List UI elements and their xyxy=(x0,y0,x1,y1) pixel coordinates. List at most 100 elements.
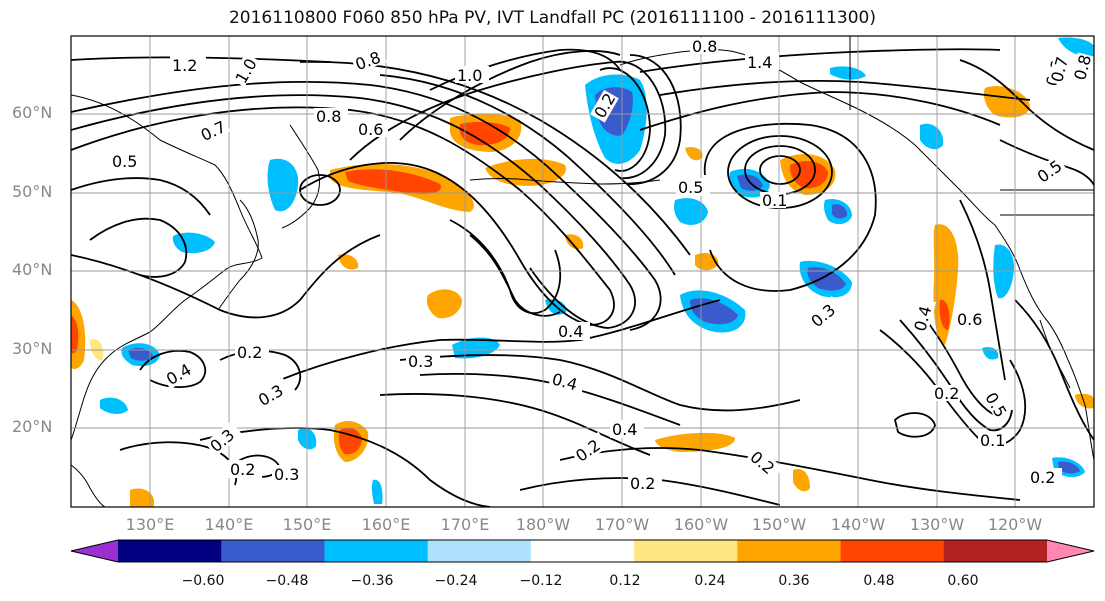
pv-contour-mid-2 xyxy=(279,299,721,381)
lon-label-140w: 140°W xyxy=(830,515,886,534)
pc-blob-positive-7 xyxy=(426,289,462,319)
pv-contour-mid-5 xyxy=(379,393,651,456)
pc-blob-positive-14 xyxy=(793,468,810,492)
contour-label: 0.6 xyxy=(358,120,383,139)
colorbar-segment xyxy=(324,540,429,562)
coastline-alaska xyxy=(619,49,996,226)
pc-blob-positive-1-core xyxy=(459,121,510,146)
colorbar-tick-label: 0.60 xyxy=(947,573,979,589)
coastline-kamchatka xyxy=(281,124,321,229)
map-frame xyxy=(70,35,1095,508)
lon-label-140e: 140°E xyxy=(204,515,254,534)
pv-contours xyxy=(71,48,1094,507)
contour-label: 0.8 xyxy=(692,37,717,56)
contour-label: 0.2 xyxy=(237,343,262,362)
contour-label: 0.1 xyxy=(980,431,1005,450)
pc-blob-positive-8-core xyxy=(338,427,362,455)
pc-shading-negative xyxy=(100,37,1094,504)
pc-blob-positive-15 xyxy=(130,488,154,507)
pv-contour-east-2 xyxy=(899,319,1013,432)
pc-blob-negative-7-core xyxy=(128,348,153,361)
colorbar-tick-label: −0.24 xyxy=(434,573,478,589)
contour-label: 0.2 xyxy=(934,384,959,403)
lon-label-160w: 160°W xyxy=(673,515,729,534)
contour-label: 0.1 xyxy=(762,191,787,210)
lon-label-120w: 120°W xyxy=(987,515,1043,534)
pc-blob-positive-17 xyxy=(565,234,584,250)
pv-contour-jetnorth-a xyxy=(599,67,651,172)
colorbar-segment xyxy=(634,540,738,562)
colorbar-segment xyxy=(221,540,325,562)
lat-label-50n: 50°N xyxy=(12,182,53,201)
pv-contour-low-3 xyxy=(727,135,833,209)
colorbar-tick-label: 0.24 xyxy=(694,573,726,589)
contour-label: 0.5 xyxy=(678,178,703,197)
colorbar-segment xyxy=(530,540,635,562)
pc-blob-negative-8 xyxy=(172,232,215,254)
coastline-na-west xyxy=(994,224,1094,461)
pv-contour-north-4 xyxy=(639,91,1001,131)
colorbar-segment xyxy=(840,540,945,562)
pv-contour-west-3 xyxy=(139,350,207,388)
pv-contour-low-2 xyxy=(744,145,816,195)
contour-label: 0.2 xyxy=(230,460,255,479)
pc-blob-negative-5 xyxy=(267,158,299,212)
colorbar-extend-min xyxy=(71,540,118,562)
pv-contour-ne-1 xyxy=(959,59,1094,151)
colorbar xyxy=(70,539,1095,563)
lon-label-130e: 130°E xyxy=(125,515,175,534)
colorbar-tick-label: −0.60 xyxy=(181,573,225,589)
pc-blob-positive-2-core xyxy=(345,169,441,194)
contour-label: 0.3 xyxy=(274,465,299,484)
pv-contour-low-1 xyxy=(759,155,801,185)
contour-label: 0.8 xyxy=(316,107,341,126)
pv-contour-jet-3 xyxy=(71,80,662,331)
pv-contour-west-2 xyxy=(89,217,188,278)
pc-blob-negative-15 xyxy=(1058,37,1094,57)
pc-blob-positive-10-core xyxy=(71,315,79,354)
pv-contour-jet-2 xyxy=(71,94,636,329)
lon-label-130w: 130°W xyxy=(909,515,965,534)
lon-label-170w: 170°W xyxy=(594,515,650,534)
colorbar-tick-label: 0.36 xyxy=(778,573,810,589)
colorbar-segment xyxy=(943,540,1048,562)
pc-blob-negative-6 xyxy=(452,337,500,359)
pv-contour-east-4 xyxy=(959,199,1006,381)
colorbar-tick-label: 0.48 xyxy=(863,573,895,589)
contour-label: 0.2 xyxy=(1030,468,1055,487)
pv-contour-west-1 xyxy=(71,177,211,216)
pv-contour-east-3 xyxy=(919,311,996,416)
pc-blob-negative-3-core xyxy=(807,267,846,291)
contour-labels: 1.2 1.0 0.8 1.0 0.8 0.6 0.7 0.5 0.2 1.4 … xyxy=(110,37,1095,493)
contour-label: 0.3 xyxy=(408,352,433,371)
colorbar-segment xyxy=(118,540,222,562)
coastline-philippines xyxy=(71,464,106,507)
coastlines xyxy=(71,36,1094,507)
contour-label: 0.2 xyxy=(630,474,655,493)
pc-blob-positive-16 xyxy=(685,147,703,161)
pv-contour-jetnorth-c xyxy=(627,54,682,185)
lat-label-40n: 40°N xyxy=(12,260,53,279)
pv-contour-low-4 xyxy=(704,122,877,292)
pv-contour-trough-4 xyxy=(449,219,562,314)
graticule xyxy=(71,36,1094,507)
pv-contour-jetnorth-b xyxy=(614,60,667,179)
pc-blob-positive-9 xyxy=(655,432,735,452)
colorbar-segment xyxy=(737,540,842,562)
pc-blob-negative-9 xyxy=(674,198,708,225)
pc-blob-positive-13 xyxy=(338,254,359,270)
pv-contour-mid-1 xyxy=(71,234,381,319)
pc-blob-negative-16 xyxy=(830,66,866,80)
pv-contour-jet-5 xyxy=(299,60,691,256)
colorbar-segment xyxy=(427,540,532,562)
contour-label: 0.8 xyxy=(1070,53,1095,83)
plot-title: 2016110800 F060 850 hPa PV, IVT Landfall… xyxy=(228,8,876,28)
colorbar-tick-label: 0.12 xyxy=(609,573,641,589)
pc-blob-positive-6 xyxy=(983,85,1030,118)
pv-contour-east-5 xyxy=(1014,299,1094,441)
contour-label: 1.0 xyxy=(457,66,482,85)
contour-label: 0.6 xyxy=(957,310,982,329)
pv-contour-south-2 xyxy=(559,447,1021,501)
pv-contour-jet-4 xyxy=(379,74,676,276)
lon-label-150w: 150°W xyxy=(751,515,807,534)
